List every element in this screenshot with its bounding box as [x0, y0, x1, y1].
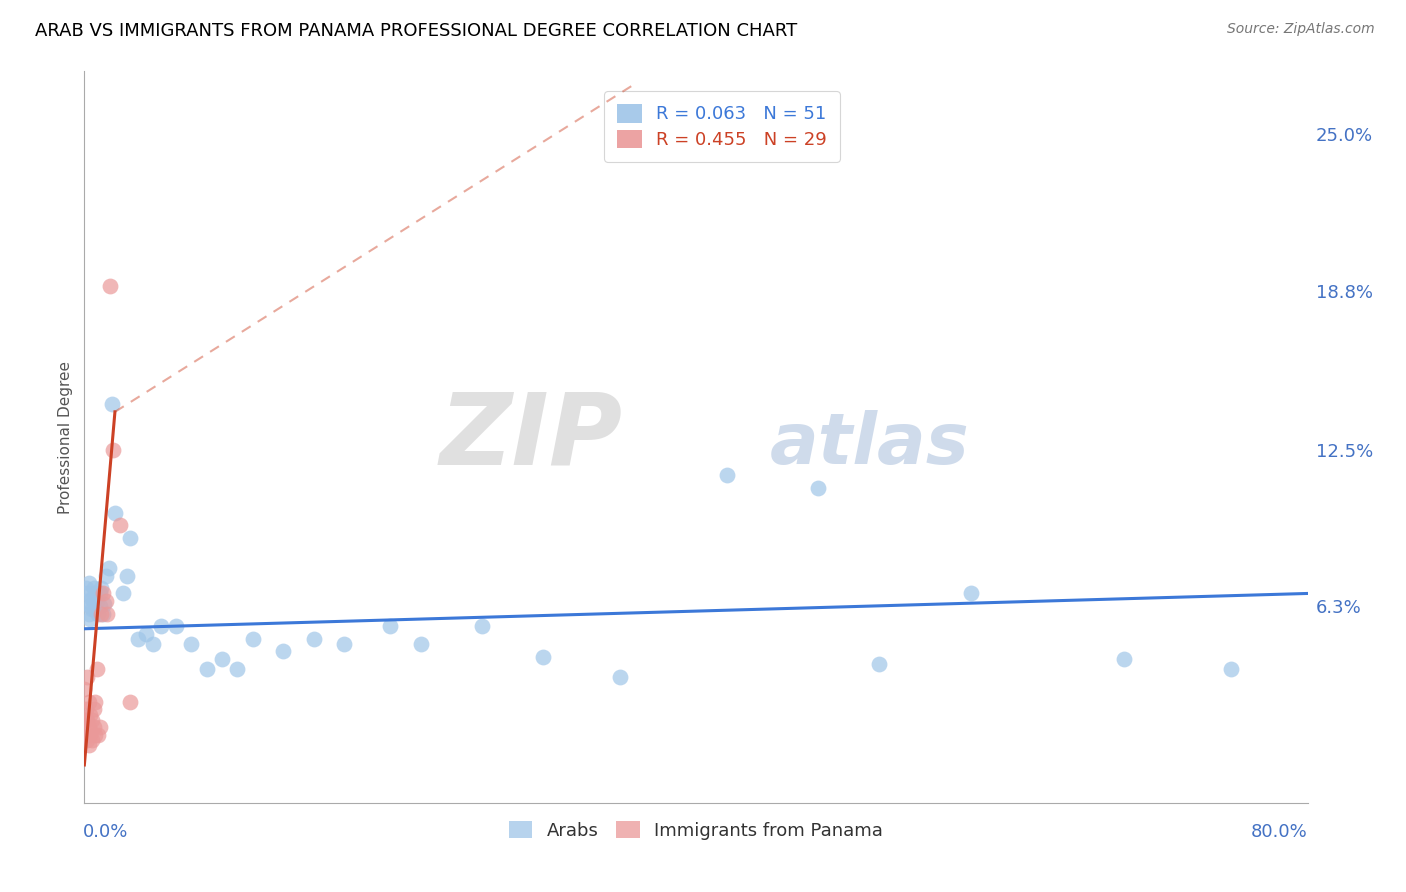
Point: [76, 670, 98, 684]
Point: [80, 732, 103, 747]
Point: [1114, 652, 1136, 666]
Point: [98, 278, 121, 293]
Point: [531, 649, 554, 664]
Point: [79, 707, 101, 722]
Point: [94, 569, 117, 583]
Point: [97, 561, 120, 575]
Point: [83, 702, 105, 716]
Point: [302, 632, 325, 646]
Point: [135, 627, 157, 641]
Point: [80, 713, 103, 727]
Text: 0.0%: 0.0%: [83, 823, 128, 841]
Point: [149, 619, 172, 633]
Text: atlas: atlas: [769, 410, 969, 479]
Point: [103, 442, 125, 457]
Point: [869, 657, 891, 671]
Point: [83, 720, 105, 734]
Point: [75, 702, 97, 716]
Point: [960, 586, 983, 600]
Point: [75, 713, 97, 727]
Legend: Arabs, Immigrants from Panama: Arabs, Immigrants from Panama: [499, 812, 893, 848]
Point: [104, 506, 127, 520]
Point: [101, 397, 124, 411]
Point: [76, 594, 98, 608]
Point: [84, 601, 107, 615]
Point: [84, 728, 107, 742]
Point: [409, 637, 432, 651]
Text: ZIP: ZIP: [440, 389, 623, 485]
Point: [83, 594, 105, 608]
Point: [77, 695, 100, 709]
Point: [380, 619, 402, 633]
Point: [84, 695, 107, 709]
Point: [76, 732, 98, 747]
Point: [120, 531, 142, 545]
Point: [195, 662, 218, 676]
Point: [807, 481, 830, 495]
Text: ARAB VS IMMIGRANTS FROM PANAMA PROFESSIONAL DEGREE CORRELATION CHART: ARAB VS IMMIGRANTS FROM PANAMA PROFESSIO…: [35, 22, 797, 40]
Point: [1220, 662, 1243, 676]
Point: [142, 637, 165, 651]
Point: [87, 607, 110, 621]
Point: [333, 637, 356, 651]
Point: [79, 728, 101, 742]
Point: [242, 632, 264, 646]
Point: [87, 728, 110, 742]
Point: [83, 582, 105, 596]
Text: Source: ZipAtlas.com: Source: ZipAtlas.com: [1227, 22, 1375, 37]
Point: [180, 637, 202, 651]
Point: [80, 601, 103, 615]
Point: [716, 467, 738, 482]
Point: [93, 597, 115, 611]
Point: [211, 652, 233, 666]
Point: [84, 586, 107, 600]
Point: [73, 682, 96, 697]
Point: [226, 662, 249, 676]
Point: [86, 594, 108, 608]
Point: [96, 607, 118, 621]
Point: [115, 569, 138, 583]
Point: [108, 518, 131, 533]
Point: [79, 612, 101, 626]
Point: [127, 632, 149, 646]
Point: [77, 576, 100, 591]
Point: [80, 591, 103, 606]
Point: [77, 720, 100, 734]
Point: [90, 582, 112, 596]
Point: [79, 599, 101, 613]
Point: [75, 582, 97, 596]
Point: [471, 619, 494, 633]
Text: 80.0%: 80.0%: [1251, 823, 1308, 841]
Point: [77, 607, 100, 621]
Point: [94, 594, 117, 608]
Point: [89, 720, 111, 734]
Point: [89, 599, 111, 613]
Point: [165, 619, 187, 633]
Point: [89, 586, 111, 600]
Point: [609, 670, 631, 684]
Point: [91, 607, 114, 621]
Y-axis label: Professional Degree: Professional Degree: [58, 360, 73, 514]
Point: [76, 586, 98, 600]
Point: [77, 738, 100, 752]
Point: [111, 586, 134, 600]
Point: [120, 695, 142, 709]
Point: [271, 644, 294, 658]
Point: [75, 728, 97, 742]
Point: [90, 607, 112, 621]
Point: [91, 586, 114, 600]
Point: [86, 662, 108, 676]
Point: [76, 713, 98, 727]
